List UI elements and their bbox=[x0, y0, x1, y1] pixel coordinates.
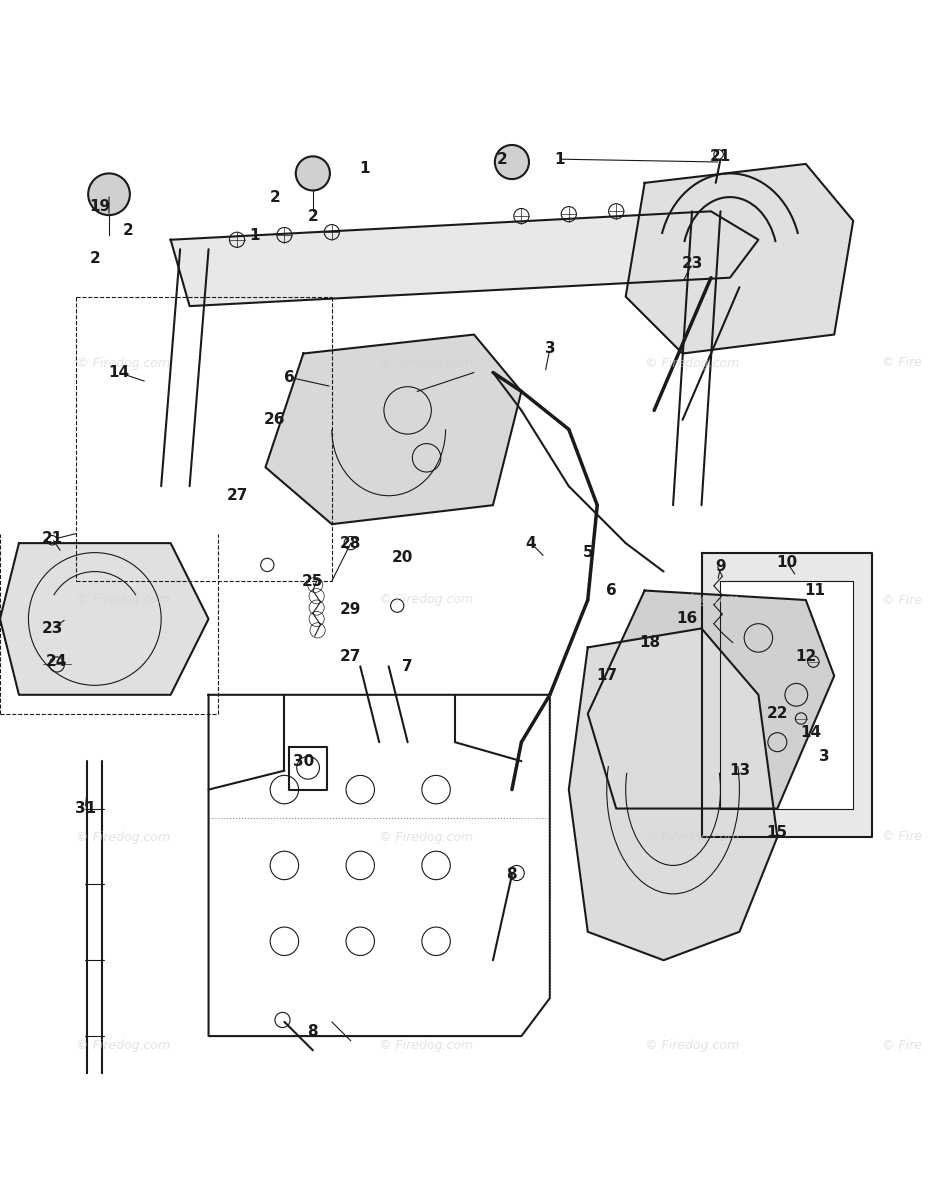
Text: 27: 27 bbox=[340, 649, 361, 665]
Text: © Firedog.com: © Firedog.com bbox=[76, 830, 170, 844]
Polygon shape bbox=[171, 211, 758, 306]
Text: 8: 8 bbox=[506, 868, 518, 882]
Text: © Firedog.com: © Firedog.com bbox=[645, 830, 738, 844]
Text: 6: 6 bbox=[283, 370, 295, 385]
Circle shape bbox=[495, 145, 529, 179]
Text: 14: 14 bbox=[800, 725, 821, 740]
Text: 1: 1 bbox=[248, 228, 260, 242]
Text: 22: 22 bbox=[767, 707, 788, 721]
Text: 10: 10 bbox=[776, 554, 797, 570]
Text: 13: 13 bbox=[729, 763, 750, 778]
Text: 2: 2 bbox=[89, 251, 100, 266]
Text: 4: 4 bbox=[525, 535, 537, 551]
Polygon shape bbox=[64, 1103, 125, 1169]
Text: © Firedog.com: © Firedog.com bbox=[379, 356, 473, 370]
Text: © Firedog.com: © Firedog.com bbox=[76, 1039, 170, 1052]
Text: 16: 16 bbox=[677, 612, 698, 626]
Text: 2: 2 bbox=[307, 209, 319, 223]
Text: © Firedog.com: © Firedog.com bbox=[76, 594, 170, 606]
Polygon shape bbox=[569, 629, 777, 960]
Text: © Firedog.com: © Firedog.com bbox=[645, 1039, 738, 1052]
Text: 18: 18 bbox=[639, 635, 660, 650]
Text: 17: 17 bbox=[596, 668, 617, 683]
Text: 25: 25 bbox=[302, 574, 323, 588]
Text: 15: 15 bbox=[767, 824, 788, 840]
Text: © Firedog.com: © Firedog.com bbox=[645, 356, 738, 370]
Text: 29: 29 bbox=[340, 602, 361, 617]
Text: 28: 28 bbox=[340, 535, 361, 551]
Polygon shape bbox=[626, 164, 853, 354]
Text: 7: 7 bbox=[402, 659, 413, 674]
Text: 3: 3 bbox=[544, 341, 556, 356]
Polygon shape bbox=[0, 544, 209, 695]
Text: 5: 5 bbox=[582, 545, 593, 560]
Text: 3: 3 bbox=[819, 749, 830, 764]
Text: 31: 31 bbox=[75, 802, 96, 816]
Text: 1: 1 bbox=[359, 161, 371, 176]
Text: © Firedog.com: © Firedog.com bbox=[645, 594, 738, 606]
Text: 12: 12 bbox=[795, 649, 816, 665]
Text: 2: 2 bbox=[122, 223, 134, 238]
Text: 6: 6 bbox=[606, 583, 617, 598]
Text: 21: 21 bbox=[42, 530, 63, 546]
Text: © Firedog.com: © Firedog.com bbox=[76, 356, 170, 370]
Text: 30: 30 bbox=[293, 754, 314, 769]
Text: 8: 8 bbox=[307, 1024, 319, 1039]
Text: © Firedog.com: © Firedog.com bbox=[379, 830, 473, 844]
Text: 2: 2 bbox=[497, 151, 508, 167]
Text: © Fire: © Fire bbox=[882, 830, 921, 844]
Polygon shape bbox=[702, 552, 872, 838]
Text: 23: 23 bbox=[682, 256, 702, 271]
Polygon shape bbox=[720, 581, 853, 809]
Text: 9: 9 bbox=[715, 559, 726, 575]
Text: © Fire: © Fire bbox=[882, 1039, 921, 1052]
Text: 19: 19 bbox=[89, 199, 110, 214]
Text: 23: 23 bbox=[42, 620, 63, 636]
Circle shape bbox=[88, 173, 130, 215]
Polygon shape bbox=[588, 590, 834, 809]
Text: © Fire: © Fire bbox=[882, 594, 921, 606]
Text: 20: 20 bbox=[392, 550, 413, 565]
Text: 27: 27 bbox=[227, 488, 247, 503]
Text: 14: 14 bbox=[108, 365, 129, 380]
Text: 11: 11 bbox=[805, 583, 826, 598]
Text: 24: 24 bbox=[46, 654, 67, 670]
Text: 21: 21 bbox=[710, 149, 731, 164]
Text: 26: 26 bbox=[264, 413, 285, 427]
Text: 1: 1 bbox=[554, 151, 565, 167]
Polygon shape bbox=[265, 335, 521, 524]
Text: © Firedog.com: © Firedog.com bbox=[379, 1039, 473, 1052]
Circle shape bbox=[296, 156, 330, 191]
Text: 2: 2 bbox=[269, 190, 281, 204]
Text: © Firedog.com: © Firedog.com bbox=[379, 594, 473, 606]
Text: © Fire: © Fire bbox=[882, 356, 921, 370]
